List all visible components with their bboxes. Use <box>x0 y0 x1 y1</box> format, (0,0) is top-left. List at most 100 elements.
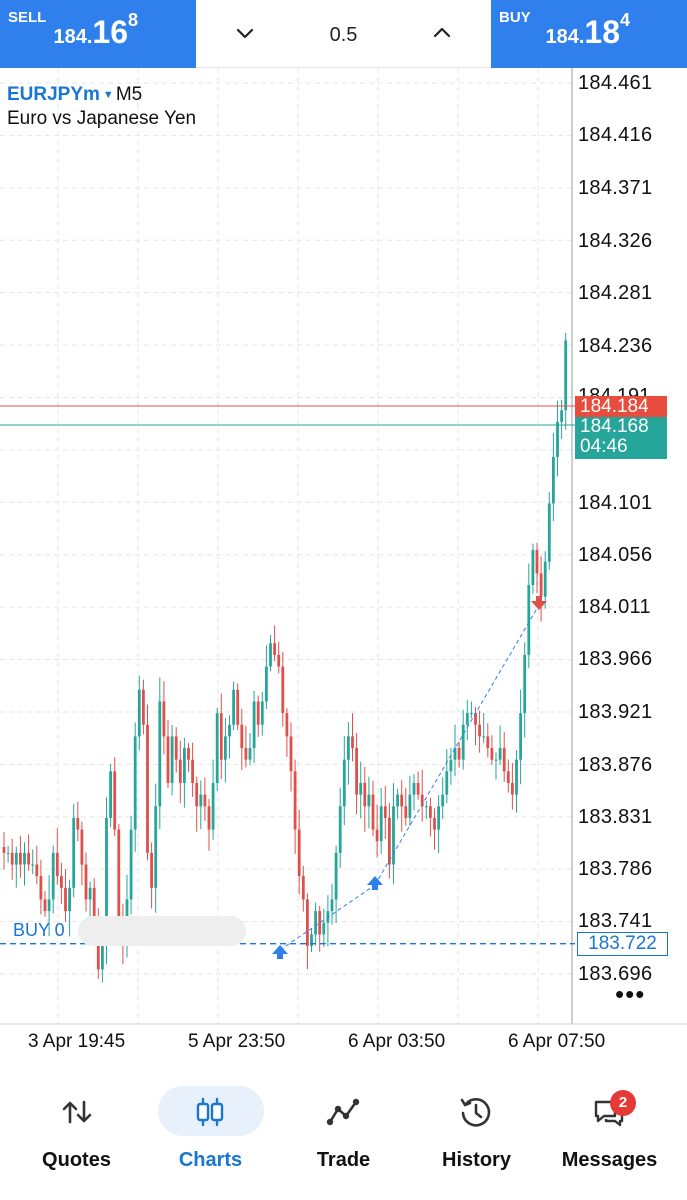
price-axis-label: 183.966 <box>578 648 653 670</box>
candle-body <box>265 666 268 702</box>
candle-body <box>318 911 322 935</box>
buy-price: 184.184 <box>545 10 630 51</box>
candle-body <box>269 643 272 667</box>
position-label[interactable]: BUY 0 <box>13 920 65 940</box>
candle-body <box>478 724 481 737</box>
chevron-up-icon[interactable] <box>429 20 455 46</box>
candle-body <box>68 887 71 912</box>
sell-price-pip: 8 <box>127 10 138 30</box>
candle-body <box>203 794 207 807</box>
candle-body <box>224 736 227 760</box>
candle-body <box>547 503 551 562</box>
sell-label: SELL <box>8 9 47 26</box>
candle-body <box>2 847 6 853</box>
price-axis-label: 183.696 <box>578 963 653 985</box>
candle-body <box>433 817 436 830</box>
candle-body <box>109 771 112 818</box>
trade-connector-line <box>279 884 376 951</box>
candle-body <box>252 701 256 749</box>
candlestick-chart-icon <box>196 1097 224 1127</box>
price-axis-label: 183.831 <box>578 806 653 828</box>
position-price-tag: 183.722 <box>577 932 668 956</box>
candle-body <box>527 584 531 655</box>
candle-body <box>129 829 133 900</box>
candle-body <box>314 911 317 935</box>
symbol-header[interactable]: EURJPYm ▼ M5 <box>7 84 142 106</box>
ask-price-tag: 184.168 04:46 <box>575 417 667 459</box>
trade-line-icon <box>326 1098 360 1126</box>
nav-charts[interactable]: Charts <box>142 1068 279 1200</box>
candle-body <box>429 806 432 818</box>
price-axis-label: 184.056 <box>578 544 653 566</box>
candle-body <box>301 876 305 900</box>
buy-button[interactable]: BUY 184.184 <box>491 0 687 68</box>
candle-body <box>330 899 334 912</box>
candle-body <box>453 748 457 760</box>
nav-history[interactable]: History <box>408 1068 545 1200</box>
candle-body <box>355 748 358 795</box>
symbol-name[interactable]: EURJPYm <box>7 84 100 105</box>
candle-body <box>47 899 51 912</box>
candle-body <box>215 713 219 783</box>
candle-body <box>219 713 223 760</box>
candle-body <box>211 782 215 830</box>
buy-price-pip: 4 <box>619 10 630 30</box>
candle-body <box>35 864 39 877</box>
candle-body <box>457 748 461 760</box>
price-chart[interactable]: 184.191 <box>0 0 687 1068</box>
timeframe-label[interactable]: M5 <box>115 84 143 105</box>
candle-body <box>560 410 563 422</box>
nav-label-quotes: Quotes <box>42 1149 111 1171</box>
candle-body <box>170 736 174 783</box>
candle-body <box>158 701 162 807</box>
candle-body <box>256 701 260 725</box>
candle-body <box>392 806 395 865</box>
nav-trade[interactable]: Trade <box>275 1068 412 1200</box>
candle-body <box>498 748 502 760</box>
redaction-blur <box>78 916 246 946</box>
caret-down-icon[interactable]: ▼ <box>102 89 114 101</box>
candle-body <box>461 724 465 760</box>
candle-body <box>88 887 92 900</box>
buy-price-big: 18 <box>584 14 620 50</box>
candle-body <box>113 771 117 830</box>
candle-body <box>191 759 194 783</box>
candle-body <box>101 946 104 970</box>
nav-label-history: History <box>442 1149 511 1171</box>
candle-body <box>84 864 88 900</box>
candle-body <box>404 806 408 818</box>
more-options-icon[interactable]: ••• <box>615 979 646 1009</box>
candle-body <box>166 736 170 783</box>
volume-value[interactable]: 0.5 <box>329 24 358 46</box>
candle-body <box>133 736 137 830</box>
sell-button[interactable]: SELL 184.168 <box>0 0 196 68</box>
nav-quotes[interactable]: Quotes <box>8 1068 145 1200</box>
trade-bar: SELL 184.168 0.5 BUY 184.184 <box>0 0 687 68</box>
candle-body <box>375 829 379 842</box>
quotes-arrows-icon <box>62 1100 92 1124</box>
candle-body <box>486 736 490 749</box>
buy-arrow-icon <box>272 945 288 959</box>
candle-body <box>367 794 371 807</box>
price-axis-label: 183.876 <box>578 754 653 776</box>
candle-body <box>43 899 47 912</box>
candle-body <box>556 421 559 457</box>
candle-body <box>6 852 10 854</box>
nav-messages[interactable]: Messages <box>541 1068 678 1200</box>
candle-body <box>494 759 498 761</box>
candle-body <box>178 759 182 783</box>
nav-label-charts: Charts <box>178 1149 243 1171</box>
price-axis-label: 184.101 <box>578 492 653 514</box>
chevron-down-icon[interactable] <box>232 20 258 46</box>
time-axis-label: 6 Apr 03:50 <box>348 1031 446 1052</box>
price-axis-label: 183.921 <box>578 701 653 723</box>
candle-body <box>408 794 412 818</box>
sell-price-small: 184. <box>53 26 93 48</box>
candle-body <box>105 817 108 947</box>
candle-body <box>506 771 510 783</box>
candle-body <box>260 701 264 725</box>
price-axis-label: 184.011 <box>578 596 651 618</box>
candle-body <box>531 550 535 585</box>
candle-body <box>490 748 494 760</box>
price-axis-label: 184.416 <box>578 124 653 146</box>
